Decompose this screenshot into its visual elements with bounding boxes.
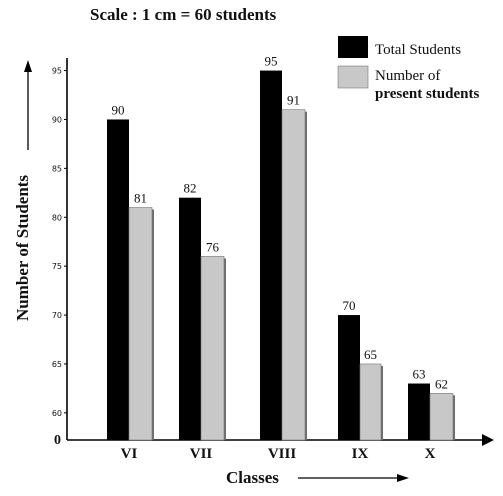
bar-value-label: 95 [265, 54, 278, 69]
bar-total-students [338, 315, 360, 440]
y-tick-label: 85 [52, 164, 62, 173]
y-ticks: 60 65 70 75 80 85 90 95 [52, 67, 67, 418]
y-tick-label: 75 [52, 262, 62, 271]
x-tick-label: X [425, 446, 436, 462]
bar-present-students [128, 207, 153, 441]
chart-title: Scale : 1 cm = 60 students [90, 5, 277, 24]
bar-value-label: 81 [134, 190, 147, 205]
x-axis-label: Classes [226, 468, 279, 487]
legend-label: Number of [375, 68, 440, 84]
bar-total-students [260, 70, 282, 440]
y-tick-label: 65 [52, 360, 62, 369]
y-axis-label-group: Number of Students [13, 60, 32, 321]
x-tick-label: VII [190, 446, 213, 462]
bar-total-students [179, 197, 201, 440]
y-tick-label: 95 [52, 67, 62, 76]
bar-total-students [107, 119, 129, 441]
legend-swatch-present [337, 65, 369, 89]
bars [107, 70, 455, 441]
y-tick-label: 90 [52, 115, 62, 124]
origin-label: 0 [54, 433, 61, 448]
y-tick-label: 60 [52, 409, 62, 418]
legend-label: Total Students [375, 42, 461, 58]
bar-present-students [359, 363, 382, 441]
bar-value-label: 65 [364, 347, 377, 362]
legend: Total Students Number of present students [337, 36, 479, 102]
bar-labels: 90 81 82 76 95 91 70 65 63 62 [112, 54, 449, 392]
legend-swatch-total [338, 36, 368, 58]
x-tick-label: IX [352, 446, 369, 462]
x-axis-arrowhead [482, 434, 494, 446]
x-ticks: VI VII VIII IX X [121, 446, 436, 462]
bar-value-label: 76 [206, 239, 220, 254]
bar-present-students [429, 392, 454, 441]
bar-value-label: 82 [184, 181, 197, 196]
bar-value-label: 90 [112, 102, 125, 117]
bar-total-students [408, 383, 430, 440]
bar-value-label: 70 [343, 298, 356, 313]
x-axis-label-arrowhead [397, 474, 409, 482]
bar-value-label: 62 [435, 376, 448, 391]
bar-present-students [281, 109, 306, 441]
y-tick-label: 80 [52, 213, 62, 222]
x-tick-label: VIII [268, 446, 297, 462]
bar-value-label: 63 [413, 367, 426, 382]
bar-present-students [200, 256, 225, 441]
y-tick-label: 70 [52, 311, 62, 320]
legend-label: present students [375, 86, 479, 102]
bar-value-label: 91 [287, 93, 300, 108]
y-axis-label: Number of Students [13, 175, 32, 321]
y-axis-label-arrowhead [24, 60, 32, 72]
x-tick-label: VI [121, 446, 138, 462]
x-axis-label-group: Classes [226, 468, 409, 487]
